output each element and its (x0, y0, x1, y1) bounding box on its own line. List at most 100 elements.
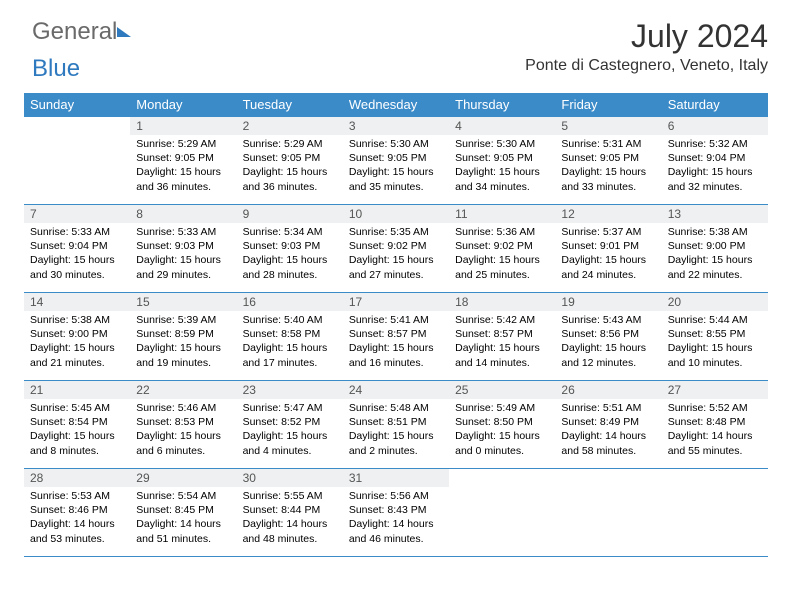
logo-triangle-icon (117, 27, 131, 37)
logo: General (24, 18, 133, 46)
calendar-cell: 31 Sunrise: 5:56 AMSunset: 8:43 PMDayligh… (343, 469, 449, 557)
day-number: 31 (343, 469, 449, 487)
day-details: Sunrise: 5:33 AMSunset: 9:03 PMDaylight:… (130, 223, 236, 286)
daylight-text: Daylight: 15 hours and 14 minutes. (455, 341, 549, 369)
day-details: Sunrise: 5:42 AMSunset: 8:57 PMDaylight:… (449, 311, 555, 374)
calendar-cell: 27Sunrise: 5:52 AMSunset: 8:48 PMDayligh… (662, 381, 768, 469)
calendar-cell: 28Sunrise: 5:53 AMSunset: 8:46 PMDayligh… (24, 469, 130, 557)
sunrise-text: Sunrise: 5:44 AM (668, 313, 762, 327)
sunset-text: Sunset: 9:04 PM (668, 151, 762, 165)
day-number: 2 (237, 117, 343, 135)
calendar-week-row: 7 Sunrise: 5:33 AMSunset: 9:04 PM Daylight… (24, 205, 768, 293)
calendar-week-row: 1Sunrise: 5:29 AMSunset: 9:05 PMDaylight… (24, 117, 768, 205)
day-number (24, 117, 130, 135)
sunrise-text: Sunrise: 5:29 AM (243, 137, 337, 151)
weekday-header: Monday (130, 93, 236, 117)
daylight-text: Daylight: 15 hours and 36 minutes. (136, 165, 230, 193)
sunset-text: Sunset: 9:04 PM (30, 239, 124, 253)
calendar-cell: 5Sunrise: 5:31 AMSunset: 9:05 PMDaylight… (555, 117, 661, 205)
calendar-cell: 9Sunrise: 5:34 AMSunset: 9:03 PMDaylight… (237, 205, 343, 293)
calendar-cell: 30Sunrise: 5:55 AMSunset: 8:44 PMDayligh… (237, 469, 343, 557)
day-details: Sunrise: 5:30 AMSunset: 9:05 PMDaylight:… (449, 135, 555, 198)
daylight-text: Daylight: 15 hours and 27 minutes. (349, 253, 443, 281)
sunset-text: Sunset: 9:02 PM (455, 239, 549, 253)
calendar-cell: 1Sunrise: 5:29 AMSunset: 9:05 PMDaylight… (130, 117, 236, 205)
daylight-text: Daylight: 15 hours and 33 minutes. (561, 165, 655, 193)
day-number: 26 (555, 381, 661, 399)
day-details: Sunrise: 5:43 AMSunset: 8:56 PMDaylight:… (555, 311, 661, 374)
weekday-header: Thursday (449, 93, 555, 117)
day-details: Sunrise: 5:53 AMSunset: 8:46 PMDaylight:… (24, 487, 130, 550)
calendar-week-row: 28Sunrise: 5:53 AMSunset: 8:46 PMDayligh… (24, 469, 768, 557)
daylight-text: Daylight: 15 hours and 19 minutes. (136, 341, 230, 369)
day-details: Sunrise: 5:55 AMSunset: 8:44 PMDaylight:… (237, 487, 343, 550)
calendar-cell: 19Sunrise: 5:43 AMSunset: 8:56 PMDayligh… (555, 293, 661, 381)
calendar-week-row: 21Sunrise: 5:45 AMSunset: 8:54 PMDayligh… (24, 381, 768, 469)
sunset-text: Sunset: 8:44 PM (243, 503, 337, 517)
daylight-text: Daylight: 15 hours and 16 minutes. (349, 341, 443, 369)
day-number: 11 (449, 205, 555, 223)
day-details: Sunrise: 5:45 AMSunset: 8:54 PMDaylight:… (24, 399, 130, 462)
daylight-text: Daylight: 14 hours and 46 minutes. (349, 517, 443, 545)
day-details: Sunrise: 5:54 AMSunset: 8:45 PMDaylight:… (130, 487, 236, 550)
day-details: Sunrise: 5:30 AMSunset: 9:05 PMDaylight:… (343, 135, 449, 198)
day-details: Sunrise: 5:35 AMSunset: 9:02 PMDaylight:… (343, 223, 449, 286)
sunrise-text: Sunrise: 5:34 AM (243, 225, 337, 239)
day-details: Sunrise: 5:41 AMSunset: 8:57 PMDaylight:… (343, 311, 449, 374)
sunrise-text: Sunrise: 5:49 AM (455, 401, 549, 415)
daylight-text: Daylight: 15 hours and 29 minutes. (136, 253, 230, 281)
day-number: 20 (662, 293, 768, 311)
sunrise-text: Sunrise: 5:38 AM (668, 225, 762, 239)
sunset-text: Sunset: 9:05 PM (561, 151, 655, 165)
day-number (449, 469, 555, 487)
day-details: Sunrise: 5:47 AMSunset: 8:52 PMDaylight:… (237, 399, 343, 462)
day-details: Sunrise: 5:51 AMSunset: 8:49 PMDaylight:… (555, 399, 661, 462)
daylight-text: Daylight: 15 hours and 21 minutes. (30, 341, 124, 369)
sunrise-text: Sunrise: 5:36 AM (455, 225, 549, 239)
sunset-text: Sunset: 8:58 PM (243, 327, 337, 341)
sunset-text: Sunset: 8:59 PM (136, 327, 230, 341)
daylight-text: Daylight: 15 hours and 17 minutes. (243, 341, 337, 369)
calendar-cell: 12Sunrise: 5:37 AMSunset: 9:01 PMDayligh… (555, 205, 661, 293)
day-details: Sunrise: 5:44 AMSunset: 8:55 PMDaylight:… (662, 311, 768, 374)
sunrise-text: Sunrise: 5:55 AM (243, 489, 337, 503)
daylight-text: Daylight: 14 hours and 55 minutes. (668, 429, 762, 457)
weekday-header: Friday (555, 93, 661, 117)
day-number: 23 (237, 381, 343, 399)
sunrise-text: Sunrise: 5:56 AM (349, 489, 443, 503)
weekday-header: Wednesday (343, 93, 449, 117)
sunset-text: Sunset: 8:49 PM (561, 415, 655, 429)
sunset-text: Sunset: 9:00 PM (30, 327, 124, 341)
day-details: Sunrise: 5:38 AMSunset: 9:00 PMDaylight:… (24, 311, 130, 374)
sunrise-text: Sunrise: 5:33 AM (30, 225, 124, 239)
sunrise-text: Sunrise: 5:40 AM (243, 313, 337, 327)
day-details: Sunrise: 5:37 AMSunset: 9:01 PMDaylight:… (555, 223, 661, 286)
weekday-header: Saturday (662, 93, 768, 117)
calendar-cell: 17Sunrise: 5:41 AMSunset: 8:57 PMDayligh… (343, 293, 449, 381)
calendar-cell: 20Sunrise: 5:44 AMSunset: 8:55 PMDayligh… (662, 293, 768, 381)
logo-text-blue: Blue (32, 55, 80, 82)
sunset-text: Sunset: 8:56 PM (561, 327, 655, 341)
day-number: 7 (24, 205, 130, 223)
calendar-cell: 29Sunrise: 5:54 AMSunset: 8:45 PMDayligh… (130, 469, 236, 557)
daylight-text: Daylight: 15 hours and 4 minutes. (243, 429, 337, 457)
sunset-text: Sunset: 8:50 PM (455, 415, 549, 429)
sunrise-text: Sunrise: 5:30 AM (349, 137, 443, 151)
sunrise-text: Sunrise: 5:32 AM (668, 137, 762, 151)
sunset-text: Sunset: 9:05 PM (455, 151, 549, 165)
sunset-text: Sunset: 8:43 PM (349, 503, 443, 517)
daylight-text: Daylight: 15 hours and 32 minutes. (668, 165, 762, 193)
calendar-cell: 10Sunrise: 5:35 AMSunset: 9:02 PMDayligh… (343, 205, 449, 293)
daylight-text: Daylight: 15 hours and 36 minutes. (243, 165, 337, 193)
sunrise-text: Sunrise: 5:42 AM (455, 313, 549, 327)
calendar-cell: 3Sunrise: 5:30 AMSunset: 9:05 PMDaylight… (343, 117, 449, 205)
day-number: 14 (24, 293, 130, 311)
day-number: 13 (662, 205, 768, 223)
day-number: 8 (130, 205, 236, 223)
day-number: 29 (130, 469, 236, 487)
calendar-cell: 23Sunrise: 5:47 AMSunset: 8:52 PMDayligh… (237, 381, 343, 469)
daylight-text: Daylight: 15 hours and 12 minutes. (561, 341, 655, 369)
day-number: 28 (24, 469, 130, 487)
day-number: 30 (237, 469, 343, 487)
calendar-body: 1Sunrise: 5:29 AMSunset: 9:05 PMDaylight… (24, 117, 768, 557)
